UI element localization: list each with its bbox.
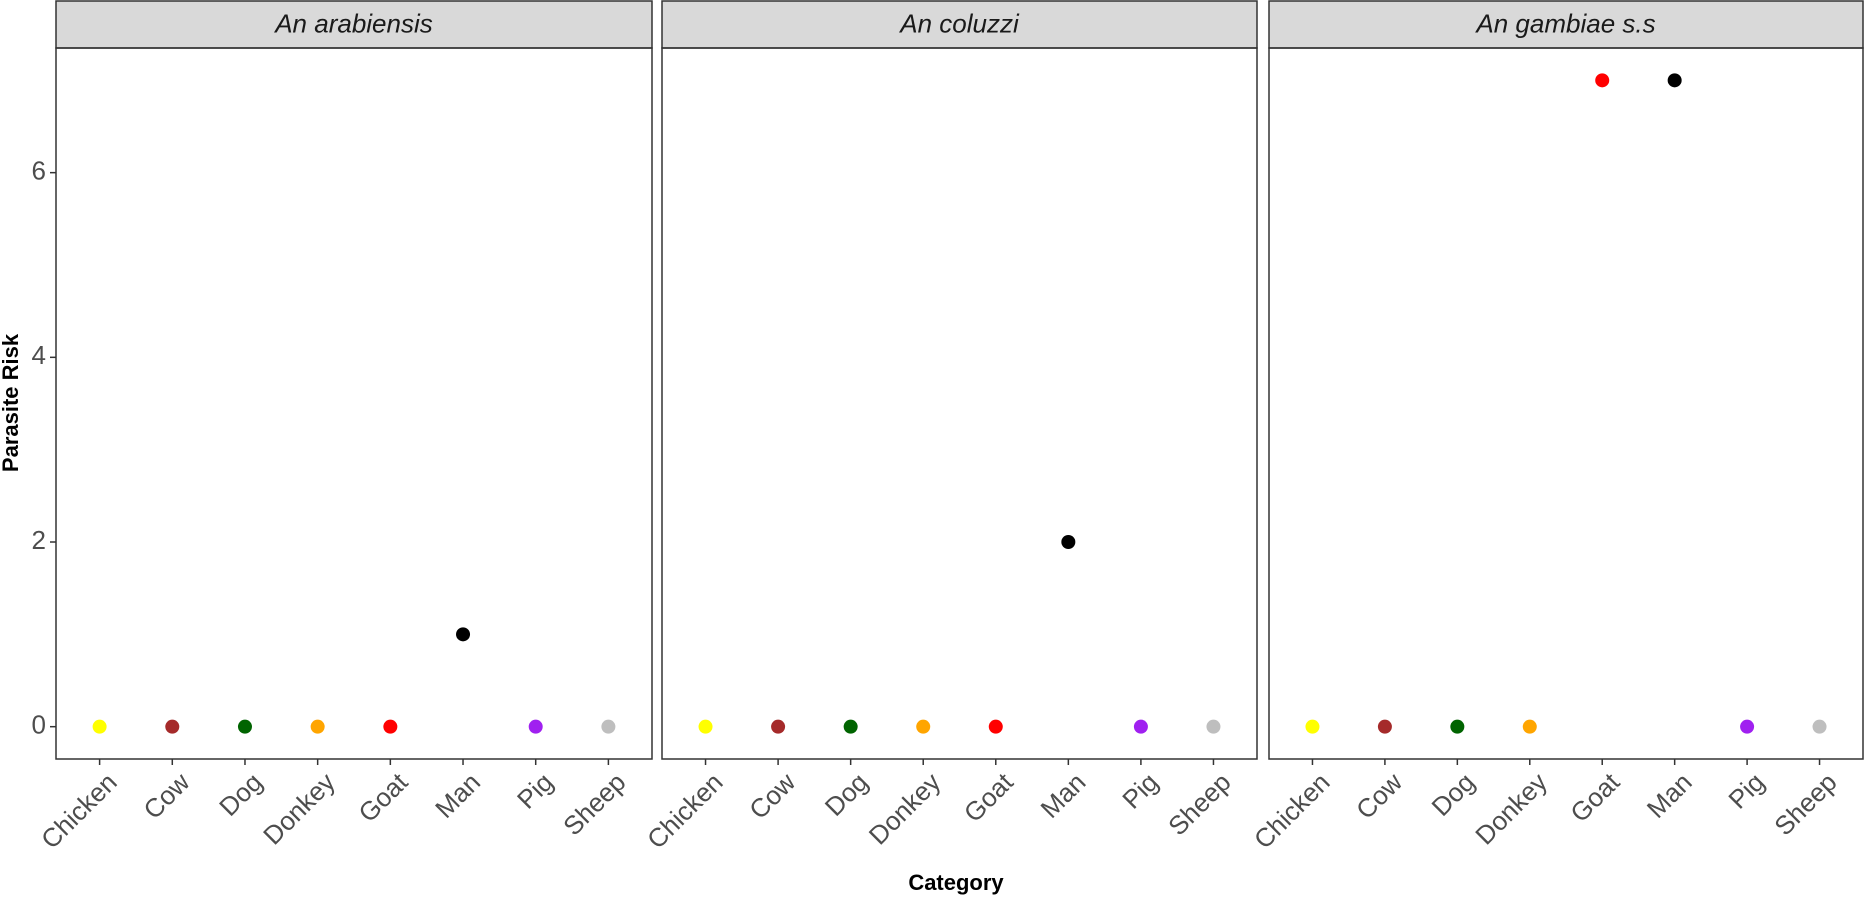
x-tick-label: Man — [1641, 767, 1698, 824]
point — [1377, 719, 1392, 734]
x-tick-label: Cow — [1350, 767, 1408, 825]
strip — [55, 0, 653, 49]
point — [1061, 535, 1076, 550]
point — [698, 719, 713, 734]
x-tick-label: Man — [1034, 767, 1091, 824]
point — [988, 719, 1003, 734]
point — [1450, 719, 1465, 734]
point — [1305, 719, 1320, 734]
x-tick-label: Cow — [743, 767, 801, 825]
point — [1740, 719, 1755, 734]
x-tick-label: Donkey — [863, 767, 947, 851]
y-axis-label: Parasite Risk — [0, 333, 23, 472]
y-tick-label: 4 — [32, 340, 46, 370]
x-tick-label: Pig — [1116, 767, 1164, 815]
x-tick-label: Sheep — [557, 767, 631, 841]
x-tick-label: Pig — [1722, 767, 1770, 815]
y-tick-label: 6 — [32, 156, 46, 186]
x-tick-label: Pig — [511, 767, 559, 815]
strip-title: An gambiae s.s — [1474, 8, 1655, 38]
x-tick-label: Dog — [213, 767, 268, 822]
point — [771, 719, 786, 734]
x-tick-label: Chicken — [1248, 767, 1336, 855]
x-tick-label: Goat — [1564, 766, 1626, 828]
x-tick-label: Chicken — [641, 767, 729, 855]
point — [310, 719, 325, 734]
point — [165, 719, 180, 734]
point — [916, 719, 931, 734]
x-tick-label: Goat — [352, 766, 414, 828]
panel — [55, 47, 653, 760]
x-tick-label: Dog — [1426, 767, 1481, 822]
point — [383, 719, 398, 734]
x-tick-label: Sheep — [1162, 767, 1236, 841]
strip — [1268, 0, 1864, 49]
panel — [1268, 47, 1864, 760]
point — [1667, 73, 1682, 88]
point — [843, 719, 858, 734]
strip — [661, 0, 1258, 49]
x-tick-label: Man — [429, 767, 486, 824]
point — [456, 627, 471, 642]
strip-title: An arabiensis — [273, 8, 433, 38]
point — [1133, 719, 1148, 734]
x-tick-label: Chicken — [35, 767, 123, 855]
point — [1812, 719, 1827, 734]
y-tick-label: 0 — [32, 710, 46, 740]
x-axis-label: Category — [908, 870, 1004, 895]
strip-title: An coluzzi — [898, 8, 1020, 38]
point — [1595, 73, 1610, 88]
x-tick-label: Goat — [958, 766, 1020, 828]
point — [528, 719, 543, 734]
x-tick-label: Sheep — [1768, 767, 1842, 841]
x-tick-label: Donkey — [1469, 767, 1553, 851]
point — [92, 719, 107, 734]
panel — [661, 47, 1258, 760]
x-tick-label: Dog — [819, 767, 874, 822]
y-tick-label: 2 — [32, 525, 46, 555]
x-tick-label: Cow — [137, 767, 195, 825]
point — [601, 719, 616, 734]
point — [1522, 719, 1537, 734]
point — [1206, 719, 1221, 734]
x-tick-label: Donkey — [257, 767, 341, 851]
point — [237, 719, 252, 734]
